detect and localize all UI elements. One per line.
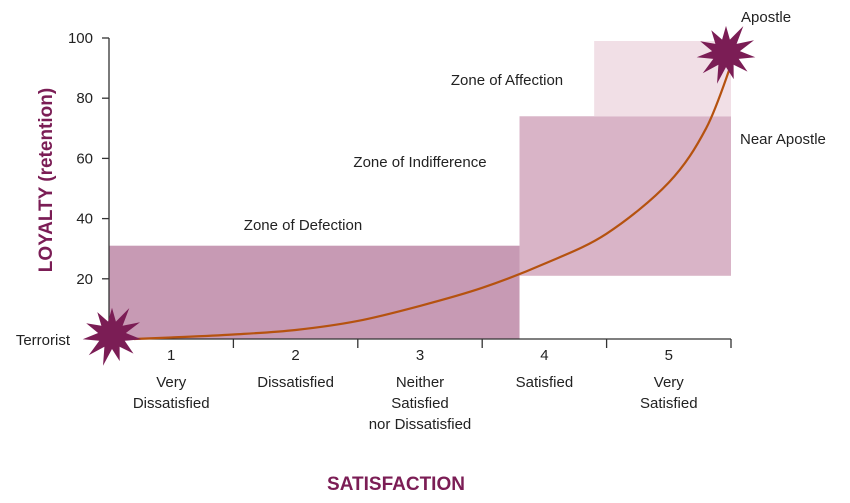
category-2-label-line-1: Dissatisfied bbox=[257, 374, 334, 391]
category-number-2: 2 bbox=[291, 347, 299, 364]
markers-layer bbox=[82, 25, 756, 366]
category-3-label-line-1: Neither bbox=[396, 374, 444, 391]
category-4-label-line-1: Satisfied bbox=[516, 374, 574, 391]
y-tick-label-40: 40 bbox=[76, 211, 93, 228]
y-tick-label-100: 100 bbox=[68, 30, 93, 47]
category-1-label-line-2: Dissatisfied bbox=[133, 395, 210, 412]
y-tick-label-80: 80 bbox=[76, 90, 93, 107]
loyalty-curve bbox=[133, 64, 733, 341]
zone-1-rect bbox=[109, 245, 520, 339]
x-axis-title: SATISFACTION bbox=[327, 474, 465, 495]
zone-1-label: Zone of Defection bbox=[244, 217, 362, 234]
apostle-star-icon bbox=[696, 25, 756, 84]
category-5-label-line-1: Very bbox=[654, 374, 685, 391]
curve-layer bbox=[133, 64, 733, 341]
category-number-5: 5 bbox=[665, 347, 673, 364]
axes-layer: 20 40 60 80 100 1 Very Dissatisfied 2 Dissatisfie… bbox=[68, 30, 732, 433]
near-apostle-label: Near Apostle bbox=[740, 131, 826, 148]
category-3-label-line-2: Satisfied bbox=[391, 395, 449, 412]
category-1-label-line-1: Very bbox=[156, 374, 187, 391]
category-number-1: 1 bbox=[167, 347, 175, 364]
labels-layer: Zone of Defection Zone of Indifference Zon… bbox=[16, 9, 826, 495]
zone-2-label: Zone of Indifference bbox=[353, 154, 486, 171]
zones-layer bbox=[109, 41, 731, 339]
apostle-label: Apostle bbox=[741, 9, 791, 26]
zone-2-rect bbox=[519, 116, 731, 276]
category-number-4: 4 bbox=[540, 347, 548, 364]
category-5-label-line-2: Satisfied bbox=[640, 395, 698, 412]
y-axis-title: LOYALTY (retention) bbox=[36, 88, 57, 272]
zone-3-label: Zone of Affection bbox=[451, 72, 563, 89]
category-number-3: 3 bbox=[416, 347, 424, 364]
terrorist-star-icon bbox=[82, 307, 142, 366]
y-tick-label-20: 20 bbox=[76, 271, 93, 288]
terrorist-label: Terrorist bbox=[16, 332, 71, 349]
y-tick-label-60: 60 bbox=[76, 150, 93, 167]
category-3-label-line-3: nor Dissatisfied bbox=[369, 416, 472, 433]
